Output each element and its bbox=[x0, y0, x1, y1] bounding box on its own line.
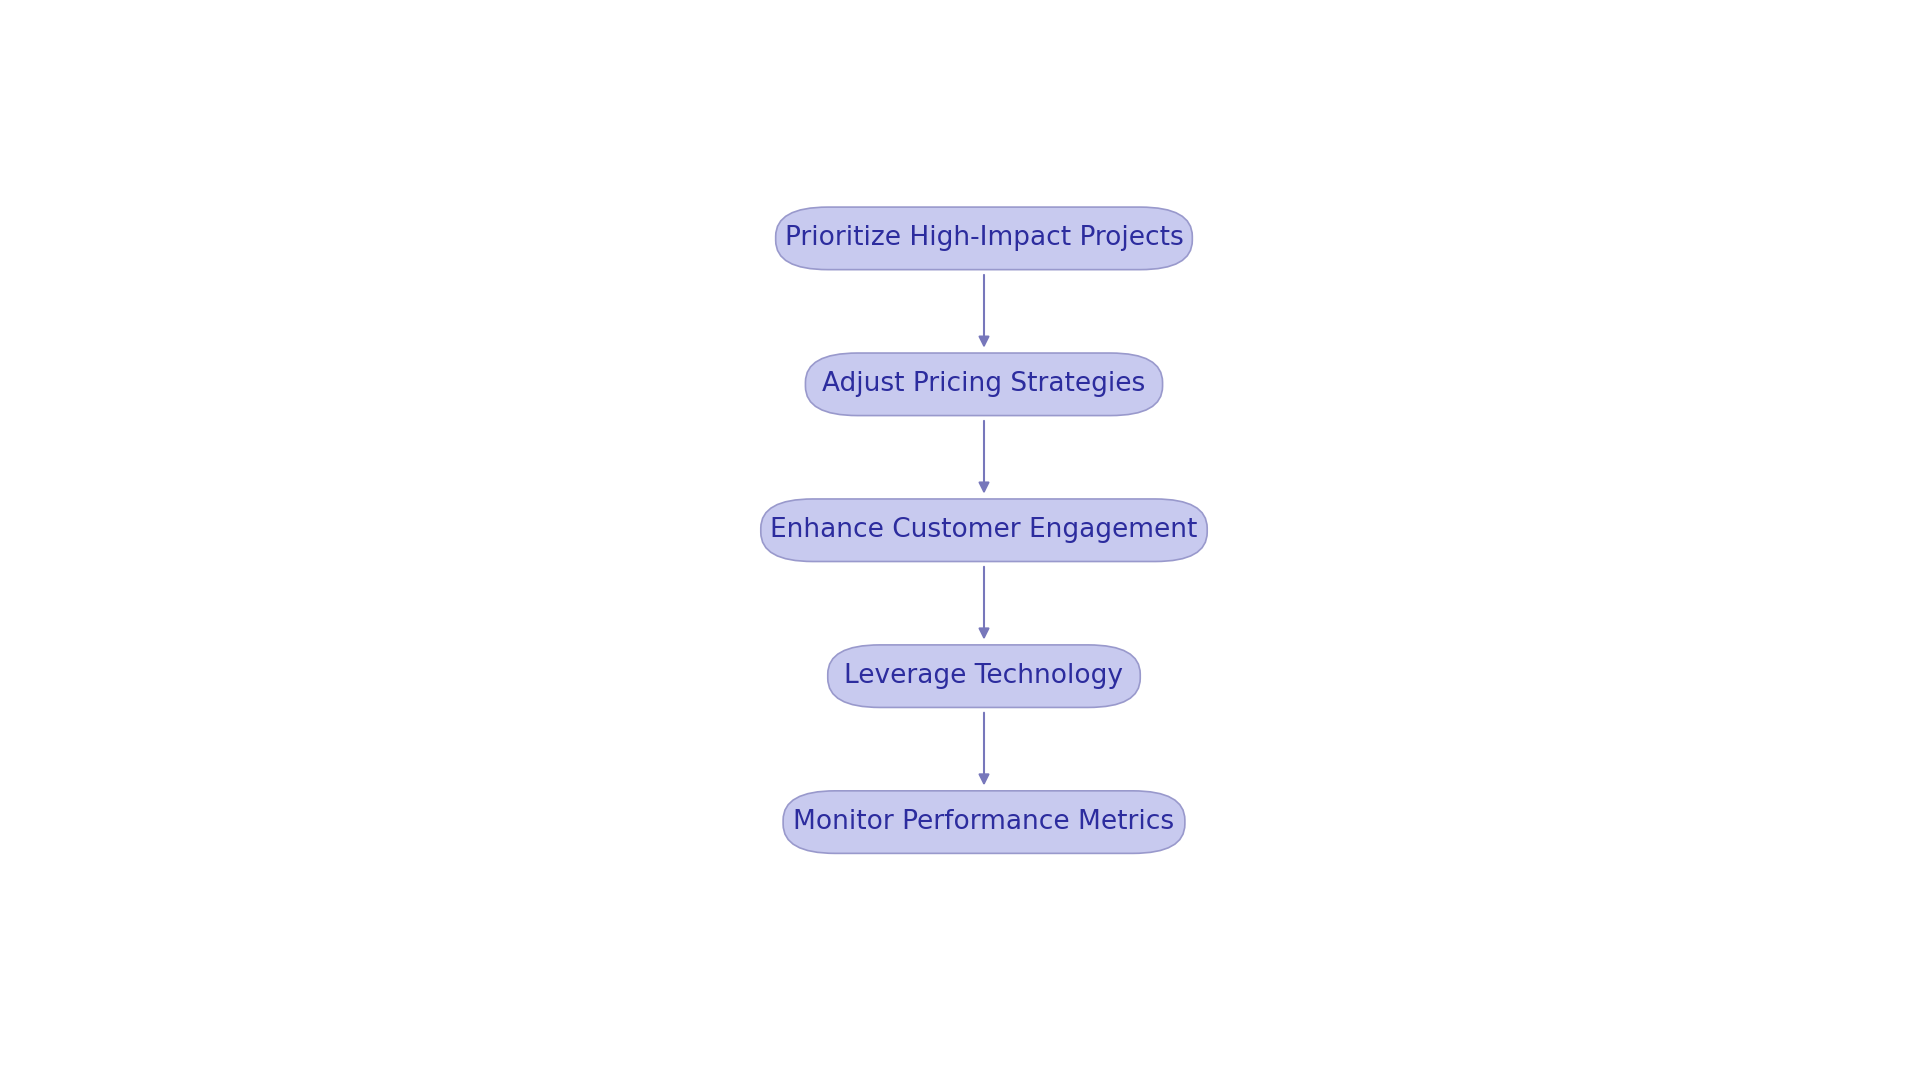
FancyBboxPatch shape bbox=[806, 353, 1162, 416]
Text: Enhance Customer Engagement: Enhance Customer Engagement bbox=[770, 518, 1198, 544]
Text: Monitor Performance Metrics: Monitor Performance Metrics bbox=[793, 809, 1175, 835]
Text: Leverage Technology: Leverage Technology bbox=[845, 663, 1123, 689]
FancyBboxPatch shape bbox=[828, 644, 1140, 707]
FancyBboxPatch shape bbox=[760, 499, 1208, 561]
FancyBboxPatch shape bbox=[776, 207, 1192, 270]
Text: Prioritize High-Impact Projects: Prioritize High-Impact Projects bbox=[785, 225, 1183, 251]
FancyBboxPatch shape bbox=[783, 791, 1185, 853]
Text: Adjust Pricing Strategies: Adjust Pricing Strategies bbox=[822, 371, 1146, 397]
